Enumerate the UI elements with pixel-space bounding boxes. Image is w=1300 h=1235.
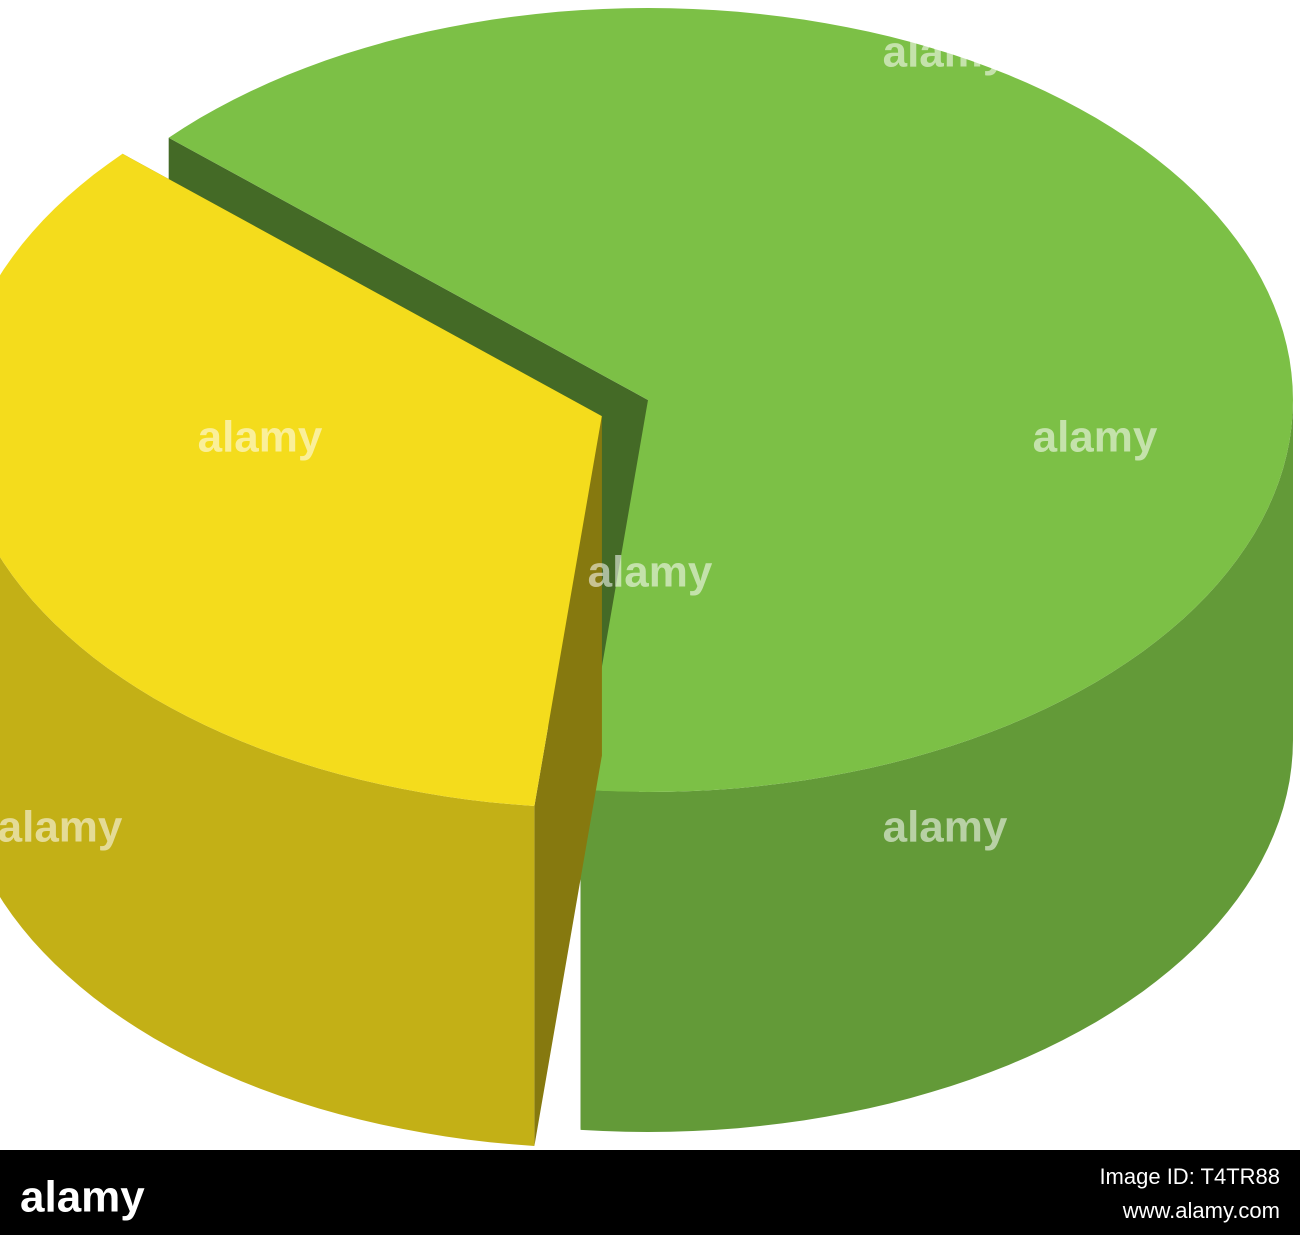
watermark: alamy — [198, 413, 323, 462]
watermark: alamy — [883, 803, 1008, 852]
slice-side — [580, 400, 1293, 1132]
pie: alamy alamy alamy alamy alamy alamy — [0, 8, 1294, 1147]
slice — [168, 8, 1294, 792]
watermark: alamy — [588, 548, 713, 597]
slice — [0, 153, 602, 806]
slice-side — [0, 556, 535, 1146]
footer-image-id: Image ID: T4TR88 — [1099, 1164, 1280, 1189]
watermark: alamy — [0, 803, 123, 852]
footer-bar — [0, 1150, 1300, 1235]
footer-logo: alamy — [20, 1173, 145, 1222]
footer-url: www.alamy.com — [1122, 1198, 1280, 1223]
watermark: alamy — [883, 28, 1008, 77]
watermark: alamy — [1033, 413, 1158, 462]
